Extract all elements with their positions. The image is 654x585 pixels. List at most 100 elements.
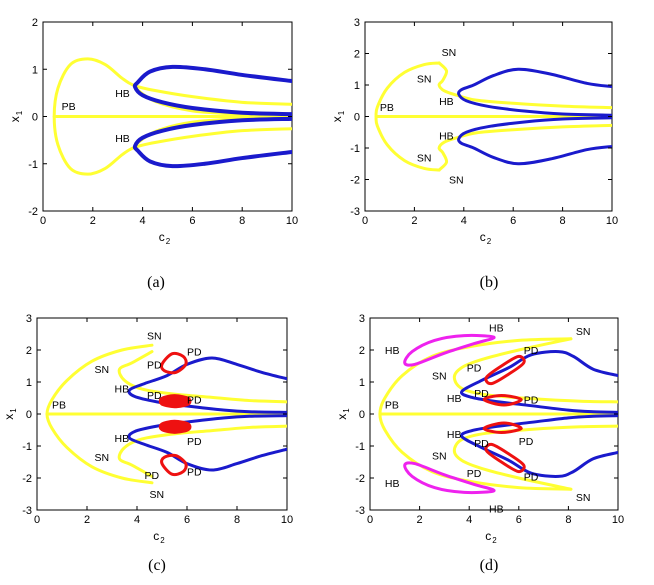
red-branch-8 <box>484 354 526 386</box>
y-tick-label: 2 <box>32 17 38 29</box>
annotation-sn: SN <box>449 175 464 187</box>
red-branch-6 <box>160 351 188 375</box>
annotation-hb: HB <box>115 133 130 145</box>
annotation-hb: HB <box>439 96 454 108</box>
blue-branch-5 <box>459 414 618 478</box>
annotation-sn: SN <box>442 47 457 59</box>
y-tick-label: 1 <box>32 64 38 76</box>
x-tick-label: 2 <box>84 514 90 526</box>
blue-branch-4 <box>127 356 287 414</box>
red-branch-11 <box>482 421 523 435</box>
annotation-pd: PD <box>187 436 202 448</box>
blue-branch-5 <box>127 414 287 472</box>
annotation-pd: PD <box>467 363 482 375</box>
annotation-pd: PD <box>147 390 162 402</box>
red-branch-10 <box>482 393 523 407</box>
y-axis-label: x1 <box>2 408 18 420</box>
y-tick-label: 1 <box>359 377 365 389</box>
red-branch-9 <box>158 419 192 434</box>
y-tick-label: 3 <box>26 313 32 325</box>
y-tick-label: 1 <box>26 377 32 389</box>
y-tick-label: 0 <box>359 409 365 421</box>
blue-branch-5 <box>457 116 612 166</box>
annotation-sn: SN <box>576 326 591 338</box>
x-tick-label: 0 <box>367 514 373 526</box>
panel-a: 0 2 4 6 8 10 -2 -1 0 1 2 c2 x1 PB HB HB (a) <box>8 17 298 291</box>
annotation-hb: HB <box>439 130 454 142</box>
x-tick-label: 2 <box>417 514 423 526</box>
annotation-pd: PD <box>524 471 539 483</box>
annotation-sn: SN <box>432 371 447 383</box>
y-tick-label: 3 <box>359 313 365 325</box>
x-tick-label: 6 <box>184 514 190 526</box>
annotation-sn: SN <box>432 451 447 463</box>
annotation-pb: PB <box>52 399 66 411</box>
y-tick-label: -1 <box>355 441 365 453</box>
yellow-branch-2 <box>452 337 618 404</box>
y-axis-label: x1 <box>8 110 24 122</box>
panel-caption: (a) <box>147 274 165 291</box>
x-axis-label: c2 <box>153 529 165 545</box>
yellow-branch-2 <box>437 61 612 110</box>
y-tick-label: -1 <box>350 143 360 155</box>
x-axis-label: c2 <box>485 529 497 545</box>
yellow-branch-1 <box>378 337 573 491</box>
x-axis-label: c2 <box>159 230 171 246</box>
annotation-pd: PD <box>147 359 162 371</box>
annotation-pd: PD <box>187 347 202 359</box>
y-tick-label: -3 <box>350 206 360 218</box>
y-tick-label: -3 <box>22 505 32 517</box>
y-tick-label: -2 <box>22 473 32 485</box>
annotation-hb: HB <box>385 345 400 357</box>
x-tick-label: 0 <box>40 215 46 227</box>
yellow-branch-2 <box>117 350 287 404</box>
annotation-hb: HB <box>489 503 504 515</box>
x-tick-label: 8 <box>565 514 571 526</box>
annotation-hb: HB <box>115 88 130 100</box>
x-tick-label: 4 <box>461 215 467 227</box>
annotation-pd: PD <box>519 436 534 448</box>
x-tick-label: 2 <box>411 215 417 227</box>
annotation-sn: SN <box>576 492 591 504</box>
annotation-pb: PB <box>380 102 394 114</box>
x-tick-label: 4 <box>140 215 146 227</box>
curves <box>52 57 292 176</box>
curves <box>378 333 618 495</box>
blue-branch-4 <box>459 350 618 414</box>
blue-branch-4 <box>457 67 612 117</box>
annotation-hb: HB <box>447 393 462 405</box>
x-tick-label: 0 <box>362 215 368 227</box>
panel-c: 0 2 4 6 8 10 -3 -2 -1 0 1 2 3 c2 x1 SN PD PD SN HB PD PD PB HB P… <box>2 313 293 574</box>
x-tick-label: 10 <box>606 215 618 227</box>
annotation-hb: HB <box>115 433 130 445</box>
red-branch-7 <box>160 453 188 477</box>
y-tick-label: 0 <box>26 409 32 421</box>
panel-b: 0 2 4 6 8 10 -3 -2 -1 0 1 2 3 c2 x1 SN SN HB PB HB SN SN (b) <box>330 17 618 291</box>
annotation-pb: PB <box>62 101 76 113</box>
blue-branch-5 <box>132 116 292 169</box>
y-tick-label: 1 <box>354 80 360 92</box>
y-tick-label: 2 <box>354 49 360 61</box>
annotation-pd: PD <box>467 468 482 480</box>
x-tick-label: 8 <box>239 215 245 227</box>
red-branch-9 <box>484 442 526 474</box>
annotation-sn: SN <box>95 364 110 376</box>
y-tick-label: 3 <box>354 17 360 29</box>
panel-caption: (c) <box>148 557 166 574</box>
y-axis-label: x1 <box>335 408 351 420</box>
panel-caption: (d) <box>480 557 499 574</box>
x-tick-label: 10 <box>612 514 624 526</box>
yellow-branch-3 <box>437 123 612 172</box>
annotation-hb: HB <box>489 323 504 335</box>
blue-branch-4 <box>132 64 292 117</box>
annotation-pd: PD <box>474 388 489 400</box>
yellow-branch-1 <box>45 343 154 485</box>
annotation-sn: SN <box>147 331 162 343</box>
annotation-pd: PD <box>145 470 160 482</box>
y-tick-label: -2 <box>355 473 365 485</box>
x-tick-label: 6 <box>516 514 522 526</box>
y-tick-label: 2 <box>26 345 32 357</box>
annotation-sn: SN <box>150 489 165 501</box>
annotation-hb: HB <box>447 429 462 441</box>
